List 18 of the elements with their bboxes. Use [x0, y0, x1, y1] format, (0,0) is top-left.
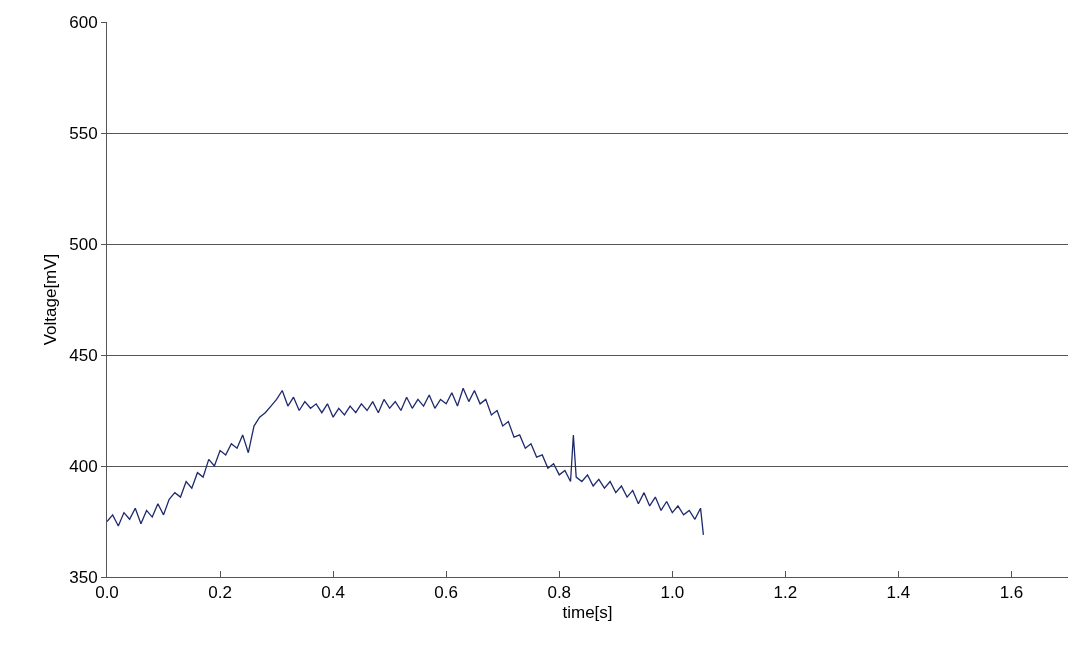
x-tick-label: 0.6 [434, 583, 458, 603]
x-tick-label: 0.2 [208, 583, 232, 603]
y-tick-label: 450 [69, 345, 98, 365]
x-tick-label: 1.6 [999, 583, 1024, 603]
y-tick-label: 550 [69, 123, 98, 143]
line-series [107, 387, 705, 536]
y-tick-label: 500 [69, 234, 98, 254]
x-tick-label: 1.2 [773, 583, 798, 603]
x-tick-label: 0.4 [321, 583, 345, 603]
y-tick-label: 400 [69, 456, 98, 476]
x-tick-label: 1.4 [886, 583, 911, 603]
y-tick-label: 600 [69, 12, 98, 32]
y-tick-label: 350 [69, 567, 98, 587]
x-tick-label: 0.0 [95, 583, 119, 603]
x-axis-title: time[s] [562, 602, 613, 622]
y-axis-title: Voltage[mV] [40, 253, 60, 346]
x-tick-label: 1.0 [660, 583, 685, 603]
x-tick-label: 0.8 [547, 583, 572, 603]
